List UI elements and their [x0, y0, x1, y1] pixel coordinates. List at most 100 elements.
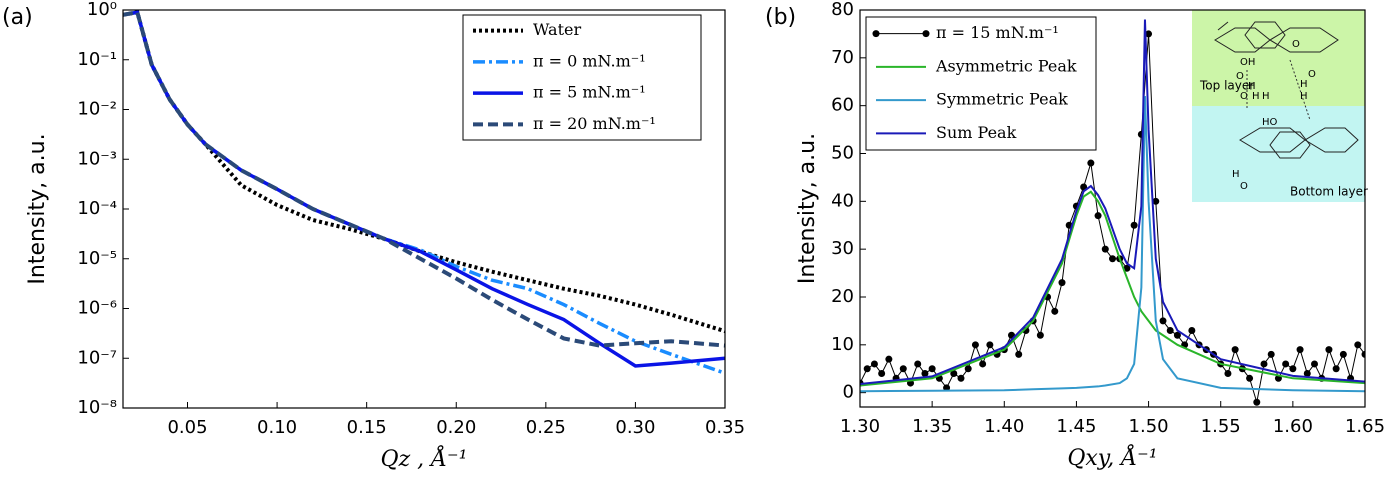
legend-box [462, 14, 702, 141]
data-point [1260, 360, 1268, 368]
x-tick-label: 1.45 [1056, 416, 1096, 437]
inset-atom: HO [1262, 117, 1278, 128]
legend-label: Asymmetric Peak [935, 56, 1077, 75]
data-point [1159, 317, 1167, 325]
x-tick-label: 0.20 [436, 417, 476, 438]
y-axis-label: Intensity, a.u. [25, 133, 50, 284]
data-point [1036, 331, 1044, 339]
data-point [1303, 370, 1311, 378]
inset-bottom-bg [1192, 106, 1365, 202]
data-point [1224, 370, 1232, 378]
inset-atom: O [1308, 69, 1316, 80]
data-point [1354, 341, 1362, 349]
data-point [1087, 159, 1095, 167]
data-point [957, 374, 965, 382]
legend-label: π = 0 mN.m⁻¹ [533, 51, 646, 70]
data-point [878, 370, 886, 378]
plot-area [123, 10, 725, 375]
legend-label: π = 20 mN.m⁻¹ [533, 114, 656, 133]
data-point [1246, 374, 1254, 382]
data-point [1130, 221, 1138, 229]
data-point [1123, 264, 1131, 272]
data-point [1058, 279, 1066, 287]
h-bonds [1246, 59, 1311, 121]
data-point [914, 360, 922, 368]
y-tick-label: 60 [831, 95, 854, 116]
x-tick-label: 0.10 [257, 417, 297, 438]
legend-label: Symmetric Peak [936, 90, 1068, 109]
inset-atom: H [1300, 79, 1308, 90]
panel-label: (a) [2, 5, 33, 30]
y-tick-label: 10⁻⁸ [77, 397, 117, 418]
data-point [1094, 212, 1102, 220]
data-point [1267, 350, 1275, 358]
data-point [1361, 350, 1365, 358]
y-tick-label: 20 [831, 286, 854, 307]
series-line [860, 190, 1365, 387]
inset-atom: OH [1240, 57, 1255, 68]
molecule-top [1214, 21, 1339, 53]
inset-atom: H [1252, 91, 1260, 102]
data-point [971, 341, 979, 349]
y-tick-label: 10⁻¹ [77, 49, 117, 70]
x-tick-label: 0.35 [705, 417, 745, 438]
y-tick-label: 10⁻³ [77, 148, 117, 169]
series-line [123, 10, 725, 348]
data-point [1231, 346, 1239, 354]
data-point [863, 365, 871, 373]
data-point [1188, 326, 1196, 334]
x-tick-label: 0.05 [167, 417, 207, 438]
y-tick-label: 40 [831, 190, 854, 211]
y-tick-label: 10⁰ [87, 0, 117, 20]
y-tick-label: 50 [831, 142, 854, 163]
data-point [1296, 346, 1304, 354]
inset-label: Bottom layer [1290, 185, 1368, 199]
data-point [1282, 360, 1290, 368]
molecule-bottom [1239, 127, 1359, 159]
x-tick-label: 1.60 [1273, 416, 1313, 437]
inset-label: Top layer [1199, 79, 1254, 93]
y-tick-label: 30 [831, 238, 854, 259]
data-point [885, 355, 893, 363]
data-point [1332, 365, 1340, 373]
data-point [1173, 331, 1181, 339]
series-line [860, 19, 1365, 386]
inset-atom: H [1262, 91, 1270, 102]
y-tick-label: 10⁻⁴ [77, 198, 117, 219]
y-tick-label: 10⁻² [77, 99, 117, 120]
data-point [1311, 360, 1318, 368]
y-tick-label: 10 [831, 334, 854, 355]
x-axis-label: Qxy, Å⁻¹ [1067, 443, 1157, 471]
data-point [1145, 30, 1153, 38]
data-point [943, 384, 951, 392]
data-point [1339, 350, 1347, 358]
inset-atom: O [1240, 91, 1248, 102]
series-line [860, 96, 1365, 393]
data-point [950, 370, 958, 378]
x-tick-label: 0.25 [526, 417, 566, 438]
inset-atom: O [1240, 181, 1248, 192]
data-point [1166, 326, 1174, 334]
data-point [986, 341, 994, 349]
plot-frame [122, 9, 726, 409]
data-point [1109, 255, 1116, 263]
data-point [964, 365, 972, 373]
plot-frame [859, 9, 1366, 408]
data-point [921, 370, 929, 378]
data-point [1015, 350, 1023, 358]
data-point [1101, 245, 1109, 253]
data-point [870, 360, 878, 368]
legend-marker [872, 30, 880, 38]
x-tick-label: 1.50 [1129, 416, 1169, 437]
y-tick-label: 80 [831, 0, 854, 20]
series-line [123, 10, 725, 334]
x-tick-label: 1.65 [1345, 416, 1385, 437]
x-axis-label: Qz , Å⁻¹ [381, 444, 468, 472]
data-point [1152, 197, 1160, 205]
x-tick-label: 1.55 [1201, 416, 1241, 437]
inset-atom: H [1300, 91, 1308, 102]
legend-label: Sum Peak [936, 123, 1017, 142]
inset-atom: H [1232, 169, 1240, 180]
data-point [1253, 398, 1261, 406]
inset [1192, 10, 1365, 202]
